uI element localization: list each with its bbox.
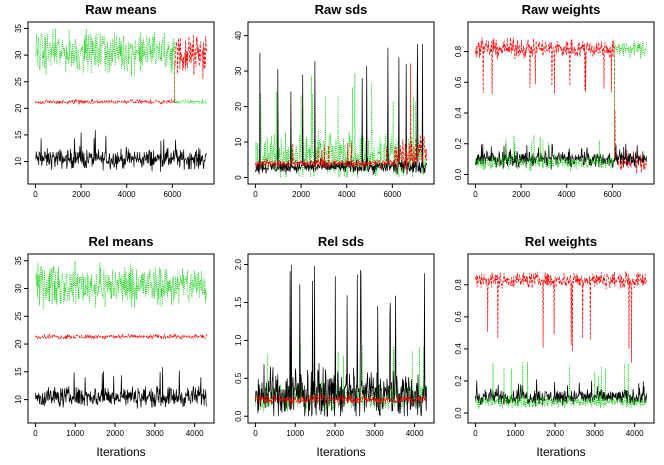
trace-line-series-2 [475,143,647,170]
y-tick-label: 0 [234,175,243,180]
x-axis-label: Iterations [536,445,585,459]
trace-line-series-2 [35,34,207,106]
x-tick-label: 2000 [72,190,90,199]
y-tick-label: 20 [234,102,243,111]
x-tick-label: 3000 [586,429,604,438]
y-tick-label: 0.0 [234,410,243,422]
x-tick-label: 0 [33,190,38,199]
trace-line-series-2 [475,379,647,407]
plot-frame [467,21,655,185]
y-tick-label: 35 [14,256,23,265]
plot-frame [467,253,655,424]
y-tick-label: 1.0 [234,334,243,346]
x-tick-label: 2000 [512,190,530,199]
y-tick-label: 0.6 [454,76,463,88]
x-tick-label: 4000 [558,190,576,199]
x-tick-label: 0 [253,429,258,438]
plot-frame [247,253,435,424]
x-tick-label: 6000 [383,190,401,199]
trace-line-series-3 [35,260,207,310]
y-tick-label: 10 [234,137,243,146]
x-tick-label: 6000 [163,190,181,199]
x-tick-label: 6000 [603,190,621,199]
y-tick-label: 2.0 [234,258,243,270]
panel-raw-sds: Raw sds 0 2000 4000 6000 0 10 20 30 40 [234,2,435,199]
plot-frame [27,253,215,424]
y-tick-label: 0.8 [454,45,463,57]
y-tick-label: 10 [14,157,23,166]
x-tick-label: 0 [253,190,258,199]
trace-line-series-3 [475,41,647,172]
y-tick-label: 0.0 [454,168,463,180]
trace-line-series-1 [475,37,647,174]
trace-line-series-2 [255,264,427,417]
x-tick-label: 4000 [118,190,136,199]
trace-line-series-2 [35,333,207,340]
trace-line-series-3 [255,393,427,406]
y-tick-label: 0.2 [454,375,463,387]
trace-line-series-1 [35,130,207,172]
x-tick-label: 4000 [626,429,644,438]
y-tick-label: 25 [14,311,23,320]
panel-raw-weights: Raw weights 0 2000 4000 6000 0.0 0.2 0.4 0.6 0.8 [454,2,655,199]
x-tick-label: 0 [33,429,38,438]
y-tick-label: 30 [234,66,243,75]
y-tick-label: 15 [14,130,23,139]
y-tick-label: 10 [14,395,23,404]
panel-title: Raw weights [522,2,601,17]
y-tick-label: 20 [14,103,23,112]
x-tick-label: 2000 [292,190,310,199]
x-tick-label: 4000 [338,190,356,199]
panel-title: Raw sds [315,2,368,17]
y-tick-label: 25 [14,77,23,86]
x-tick-label: 2000 [106,429,124,438]
trace-line-series-1 [255,73,427,178]
x-tick-label: 0 [473,190,478,199]
x-axis-label: Iterations [96,445,145,459]
panel-rel-sds: Rel sds 0 1000 2000 3000 4000 0.0 0.5 1.0 1.5 2.0… [234,234,435,459]
y-tick-label: 0.5 [234,372,243,384]
y-tick-label: 0.6 [454,311,463,323]
y-tick-label: 1.5 [234,296,243,308]
y-tick-label: 0.0 [454,407,463,419]
x-tick-label: 4000 [186,429,204,438]
x-axis-label: Iterations [316,445,365,459]
panel-rel-means: Rel means 0 1000 2000 3000 4000101520253035 … [14,234,215,459]
x-tick-label: 2000 [546,429,564,438]
x-tick-label: 2000 [326,429,344,438]
x-tick-label: 4000 [406,429,424,438]
trace-line-series-1 [35,367,207,409]
y-tick-label: 0.4 [454,343,463,355]
plot-frame [247,21,435,185]
y-tick-label: 30 [14,284,23,293]
panel-title: Raw means [85,2,157,17]
x-tick-label: 1000 [66,429,84,438]
x-tick-label: 3000 [146,429,164,438]
y-tick-label: 35 [14,23,23,32]
trace-line-series-3 [475,362,647,410]
y-tick-label: 40 [234,31,243,40]
y-tick-label: 0.4 [454,107,463,119]
y-tick-label: 30 [14,50,23,59]
x-tick-label: 0 [473,429,478,438]
y-tick-label: 0.2 [454,138,463,150]
y-tick-label: 0.8 [454,279,463,291]
panel-raw-means: Raw means 0 2000 4000 6000 10 15 20 25 30 35 [14,2,215,199]
x-tick-label: 1000 [506,429,524,438]
panel-rel-weights: Rel weights 0 1000 2000 3000 4000 0.0 0.2 0.4 0.… [454,234,655,459]
panel-title: Rel weights [525,234,597,249]
plot-frame [27,21,215,185]
x-tick-label: 1000 [286,429,304,438]
y-tick-label: 15 [14,367,23,376]
y-tick-label: 20 [14,339,23,348]
trace-line-series-1 [475,271,647,363]
x-tick-label: 3000 [366,429,384,438]
panel-title: Rel sds [318,234,364,249]
panel-title: Rel means [88,234,153,249]
trace-line-series-3 [35,28,207,105]
trace-line-series-3 [255,63,427,172]
